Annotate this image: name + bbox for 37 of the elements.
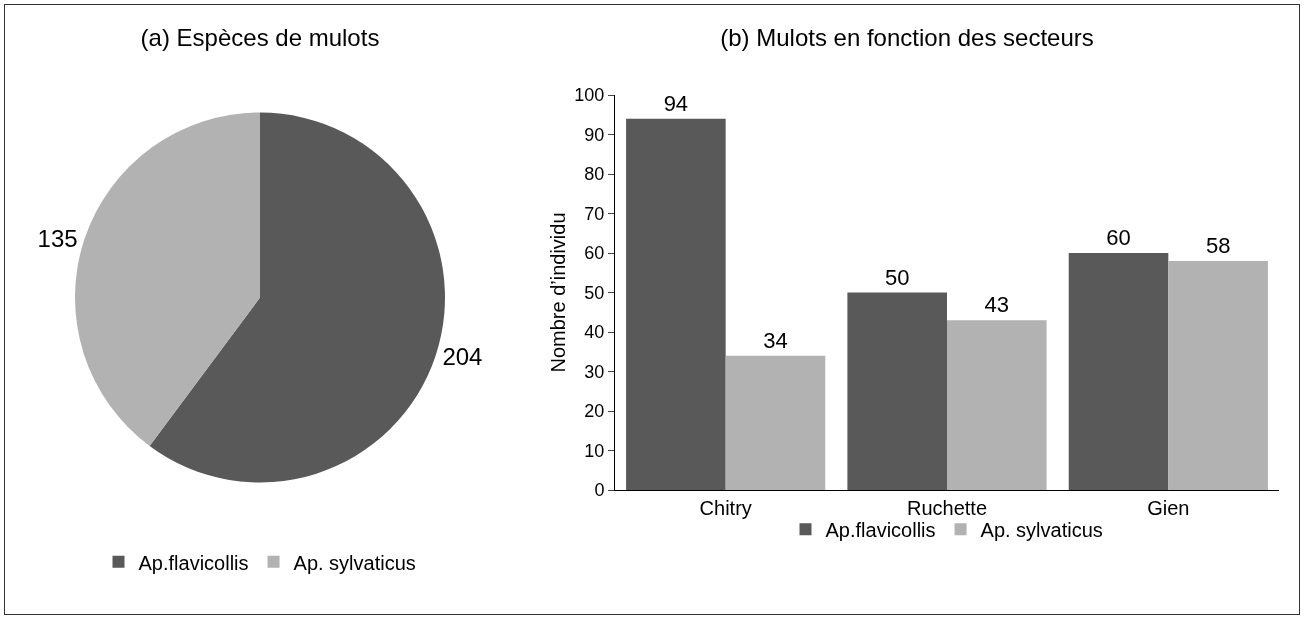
bar	[1068, 253, 1169, 490]
data-label: 94	[663, 90, 689, 116]
x-tick-label: Gien	[1147, 497, 1190, 519]
x-tick-label: Chitry	[699, 497, 752, 519]
data-label: 204	[442, 343, 483, 371]
legend-label: Ap. sylvaticus	[980, 519, 1103, 542]
data-label: 135	[37, 224, 78, 252]
y-axis-title: Nombre d’individu	[547, 212, 569, 373]
bar	[626, 118, 726, 490]
x-tick-label: Ruchette	[906, 497, 988, 519]
legend-label: Ap.flavicollis	[825, 519, 936, 542]
y-tick-label: 60	[584, 243, 605, 264]
bar	[847, 292, 947, 490]
chart-title: (b) Mulots en fonction des secteurs	[720, 24, 1094, 51]
y-tick-label: 80	[584, 164, 605, 185]
data-label: 34	[763, 327, 788, 353]
y-tick-label: 40	[584, 322, 605, 343]
data-label: 60	[1106, 225, 1131, 250]
data-label: 43	[984, 292, 1010, 318]
y-tick-label: 50	[584, 282, 605, 303]
legend-label: Ap. sylvaticus	[293, 551, 416, 574]
y-tick-label: 10	[584, 440, 605, 461]
y-tick-label: 20	[584, 401, 605, 422]
bar	[1168, 260, 1268, 490]
pie-slice	[149, 112, 445, 483]
y-tick-label: 100	[574, 85, 605, 106]
y-tick-label: 70	[584, 203, 605, 224]
y-tick-label: 90	[584, 124, 605, 145]
legend-label: Ap.flavicollis	[138, 551, 249, 574]
y-tick-label: 30	[584, 361, 605, 382]
bar	[947, 320, 1047, 490]
y-tick-label: 0	[594, 480, 605, 501]
pie-slice	[75, 112, 260, 446]
data-label: 58	[1205, 232, 1231, 258]
data-label: 50	[884, 264, 910, 290]
bar	[725, 355, 826, 490]
chart-title: (a) Espèces de mulots	[140, 24, 380, 51]
